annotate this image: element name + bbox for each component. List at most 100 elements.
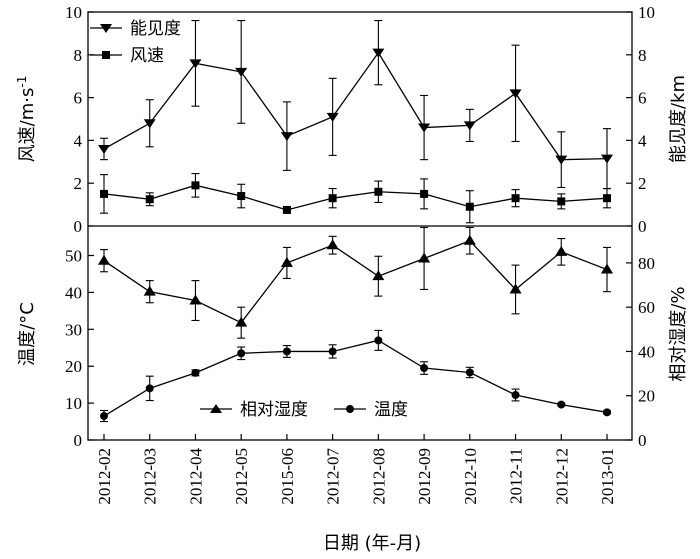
visibility-point: [601, 154, 613, 164]
humidity-point: [463, 234, 476, 245]
legend-windspeed-label: 风速: [130, 46, 164, 66]
text-layer: 0 2 4 6 8 10 0 2 4 6 8 10 0 10 20 30 40 50 0 20 40 60 80 2012-0…: [65, 3, 655, 505]
windspeed-point: [237, 192, 246, 201]
temperature-point: [420, 364, 429, 373]
legend-bottom: 相对湿度 温度: [200, 400, 408, 420]
x-tick-label: 2013-01: [598, 448, 617, 505]
legend-temperature-marker: [346, 405, 354, 413]
axes-layer: [87, 11, 633, 441]
top-left-axis-tick-label: 4: [74, 131, 83, 150]
temperature-point: [191, 368, 200, 377]
humidity-point: [235, 316, 248, 327]
temperature-point: [374, 336, 383, 345]
humidity-point: [143, 285, 156, 296]
bottom-left-axis-tick-label: 50: [65, 247, 82, 266]
temperature-point: [328, 347, 337, 356]
top-left-axis-label-sup: -1: [15, 76, 29, 88]
visibility-point: [280, 132, 293, 142]
x-axis-label: 日期 (年-月): [323, 533, 421, 554]
humidity-point: [372, 270, 385, 281]
humidity-point: [280, 256, 293, 267]
bottom-right-axis-tick-label: 0: [638, 431, 647, 450]
bottom-right-axis-tick-label: 20: [638, 387, 655, 406]
bottom-left-axis-label: 温度/°C: [17, 302, 38, 366]
temperature-point: [465, 368, 474, 377]
windspeed-point: [511, 194, 520, 203]
bottom-right-axis-label: 相对湿度/%: [668, 286, 689, 381]
bottom-left-axis-tick-label: 40: [65, 283, 82, 302]
x-tick-label: 2015-06: [278, 448, 297, 505]
top-left-axis-tick-label: 6: [74, 89, 83, 108]
visibility-point: [555, 155, 568, 165]
top-left-axis-label: 风速/m·s-1: [15, 76, 38, 163]
x-tick-label: 2012-07: [324, 448, 343, 505]
windspeed-point: [465, 202, 474, 211]
humidity-point: [418, 252, 431, 263]
x-tick-label: 2012-12: [552, 448, 571, 505]
bottom-left-axis-tick-label: 0: [74, 431, 83, 450]
x-tick-label: 2012-02: [95, 448, 114, 505]
windspeed-point: [100, 189, 108, 198]
visibility-point: [98, 144, 110, 154]
humidity-point: [509, 283, 522, 294]
x-tick-label: 2012-09: [415, 448, 434, 505]
windspeed-line: [103, 184, 608, 211]
x-tick-label: 2012-08: [369, 448, 388, 505]
visibility-line: [103, 51, 608, 161]
temperature-point: [100, 412, 108, 421]
windspeed-point: [374, 187, 383, 196]
visibility-point: [189, 59, 202, 69]
windspeed-point: [282, 205, 291, 214]
bottom-right-axis-tick-label: 60: [638, 298, 655, 317]
humidity-point: [555, 245, 568, 256]
visibility-point: [372, 48, 385, 58]
visibility-point: [143, 119, 156, 129]
temperature-point: [511, 390, 520, 399]
top-left-axis-tick-label: 8: [74, 46, 83, 65]
legend-top: 能见度 风速: [90, 19, 181, 66]
top-right-axis-tick-label: 10: [638, 3, 655, 22]
windspeed-point: [420, 189, 429, 198]
humidity-point: [98, 254, 110, 265]
windspeed-point: [328, 194, 337, 203]
bottom-left-axis-tick-label: 30: [65, 320, 82, 339]
visibility-point: [326, 112, 339, 122]
top-left-axis-tick-label: 0: [74, 217, 83, 236]
legend-temperature-label: 温度: [374, 400, 408, 420]
temperature-point: [145, 384, 154, 393]
top-right-axis-tick-label: 0: [638, 217, 647, 236]
top-left-axis-tick-label: 2: [74, 174, 83, 193]
humidity-point: [326, 239, 339, 250]
windspeed-point: [191, 181, 200, 190]
humidity-point: [189, 294, 202, 305]
top-right-axis-tick-label: 8: [638, 46, 647, 65]
series-layer: [98, 20, 613, 423]
visibility-point: [463, 121, 476, 131]
visibility-point: [235, 67, 248, 77]
temperature-point: [237, 349, 246, 358]
visibility-point: [418, 123, 431, 133]
bottom-right-axis-tick-label: 40: [638, 342, 655, 361]
legend-humidity-marker: [210, 404, 222, 413]
top-right-axis-label: 能见度/km: [668, 75, 689, 163]
bottom-right-axis-tick-label: 80: [638, 254, 655, 273]
top-right-axis-tick-label: 4: [638, 131, 647, 150]
temperature-line: [103, 339, 608, 417]
top-right-axis-tick-label: 2: [638, 174, 647, 193]
x-tick-label: 2012-11: [507, 448, 526, 504]
temperature-point: [282, 347, 291, 356]
temperature-point: [557, 400, 566, 409]
x-tick-label: 2012-05: [232, 448, 251, 505]
bottom-left-axis-tick-label: 20: [65, 357, 82, 376]
top-right-axis-tick-label: 6: [638, 89, 647, 108]
x-tick-label: 2012-04: [186, 448, 205, 505]
windspeed-point: [145, 195, 154, 204]
legend-visibility-marker: [100, 24, 112, 33]
windspeed-point: [557, 197, 566, 206]
temperature-point: [603, 408, 611, 417]
legend-visibility-label: 能见度: [130, 19, 181, 39]
top-left-axis-tick-label: 10: [65, 3, 82, 22]
visibility-point: [509, 89, 522, 99]
bottom-left-axis-tick-label: 10: [65, 394, 82, 413]
